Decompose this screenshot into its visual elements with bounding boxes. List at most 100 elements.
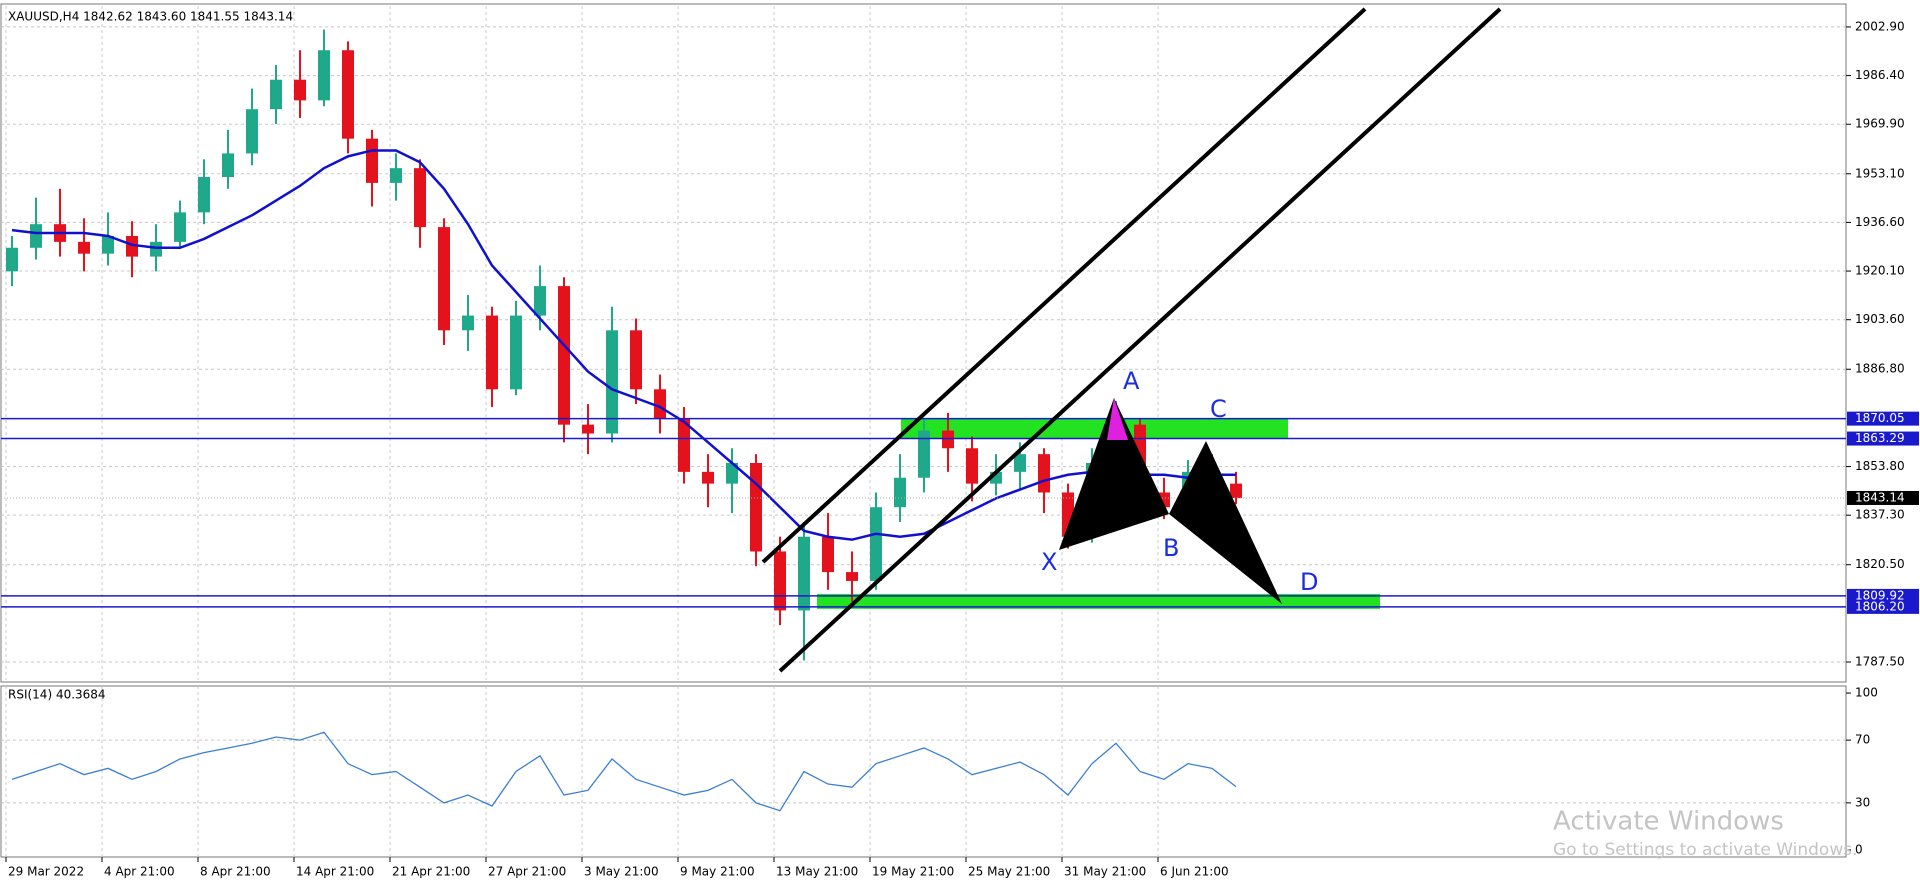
candle-body: [510, 315, 522, 390]
demand-zone: [817, 593, 1380, 609]
y-tick-label: 1920.10: [1855, 264, 1905, 278]
x-tick-label: 6 Jun 21:00: [1160, 865, 1229, 879]
x-tick-label: 27 Apr 21:00: [488, 865, 566, 879]
candle-body: [1230, 483, 1242, 498]
last-price-label: 1843.14: [1855, 490, 1905, 504]
y-tick-label: 1787.50: [1855, 655, 1905, 669]
candle-body: [318, 50, 330, 101]
candle-body: [630, 330, 642, 390]
y-tick-label: 1969.90: [1855, 117, 1905, 131]
x-tick-label: 3 May 21:00: [584, 865, 659, 879]
price-line-label: 1863.29: [1855, 431, 1905, 445]
candle-body: [846, 572, 858, 581]
candle-body: [726, 462, 738, 484]
price-label-box: [1847, 411, 1919, 426]
symbol-header: XAUUSD,H4 1842.62 1843.60 1841.55 1843.1…: [8, 10, 293, 24]
candle-body: [774, 551, 786, 611]
candle-body: [6, 247, 18, 272]
x-tick-label: 8 Apr 21:00: [200, 865, 271, 879]
candle-body: [102, 235, 114, 254]
candle-body: [126, 235, 138, 257]
candle-body: [198, 177, 210, 213]
candle-body: [582, 424, 594, 434]
candle-body: [438, 227, 450, 331]
y-tick-label: 1936.60: [1855, 215, 1905, 229]
candle-body: [534, 286, 546, 316]
price-line-label: 1809.92: [1855, 588, 1905, 602]
candle-body: [654, 389, 666, 419]
candle-body: [294, 79, 306, 101]
candle-body: [678, 418, 690, 472]
candle-body: [990, 471, 1002, 484]
pattern-label: A: [1123, 367, 1140, 395]
candle-body: [894, 477, 906, 508]
candle-body: [798, 536, 810, 611]
candle-body: [342, 50, 354, 139]
x-tick-label: 21 Apr 21:00: [392, 865, 470, 879]
x-tick-label: 31 May 21:00: [1064, 865, 1146, 879]
rsi-panel-border: [0, 685, 1847, 858]
price-label-box: [1847, 431, 1919, 446]
watermark-subtitle: Go to Settings to activate Windows.: [1553, 840, 1858, 860]
price-line-label: 1870.05: [1855, 411, 1905, 425]
last-price-box: [1847, 490, 1919, 505]
x-tick-label: 19 May 21:00: [872, 865, 954, 879]
moving-average: [11, 149, 1236, 541]
candle-body: [966, 448, 978, 484]
candle-body: [366, 138, 378, 183]
y-tick-label: 1953.10: [1855, 166, 1905, 180]
candle-body: [246, 109, 258, 154]
candle-body: [270, 79, 282, 110]
candle-body: [870, 507, 882, 581]
y-tick-label: 70: [1855, 733, 1870, 747]
x-tick-label: 25 May 21:00: [968, 865, 1050, 879]
x-tick-label: 13 May 21:00: [776, 865, 858, 879]
candle-body: [822, 536, 834, 573]
price-line-label: 1806.20: [1855, 599, 1905, 613]
y-tick-label: 1853.80: [1855, 459, 1905, 473]
pattern-label: X: [1041, 548, 1057, 576]
x-tick-label: 4 Apr 21:00: [104, 865, 175, 879]
pattern-tip: [1107, 398, 1128, 440]
pattern-label: D: [1300, 568, 1318, 596]
candle-body: [390, 168, 402, 183]
y-tick-label: 1886.80: [1855, 362, 1905, 376]
candle-body: [918, 430, 930, 478]
watermark-title: Activate Windows: [1553, 807, 1784, 837]
y-tick-label: 2002.90: [1855, 19, 1905, 33]
candle-body: [462, 315, 474, 331]
rsi-title: RSI(14) 40.3684: [8, 688, 106, 702]
pattern-bcd: [1169, 441, 1282, 604]
channel-line: [778, 7, 1502, 673]
y-tick-label: 0: [1855, 842, 1863, 856]
y-tick-label: 1820.50: [1855, 557, 1905, 571]
x-tick-label: 14 Apr 21:00: [296, 865, 374, 879]
pattern-label: B: [1163, 534, 1179, 562]
candle-body: [1014, 454, 1026, 472]
candle-body: [702, 471, 714, 484]
candle-body: [78, 241, 90, 254]
candle-body: [414, 168, 426, 228]
price-label-box: [1847, 599, 1919, 614]
y-tick-label: 1986.40: [1855, 68, 1905, 82]
candle-body: [750, 462, 762, 552]
x-tick-label: 29 Mar 2022: [8, 865, 84, 879]
channel-line: [761, 7, 1367, 564]
y-tick-label: 30: [1855, 795, 1870, 809]
candle-body: [222, 153, 234, 178]
candle-body: [174, 212, 186, 242]
y-tick-label: 1837.30: [1855, 508, 1905, 522]
supply-zone: [901, 418, 1288, 439]
candle-body: [1038, 454, 1050, 493]
candle-body: [558, 286, 570, 425]
pattern-label: C: [1210, 395, 1227, 423]
y-tick-label: 1903.60: [1855, 312, 1905, 326]
y-tick-label: 100: [1855, 686, 1878, 700]
candle-body: [606, 330, 618, 434]
candle-body: [942, 430, 954, 449]
rsi-line: [11, 731, 1237, 812]
x-tick-label: 9 May 21:00: [680, 865, 755, 879]
main-panel-border: [0, 3, 1847, 683]
